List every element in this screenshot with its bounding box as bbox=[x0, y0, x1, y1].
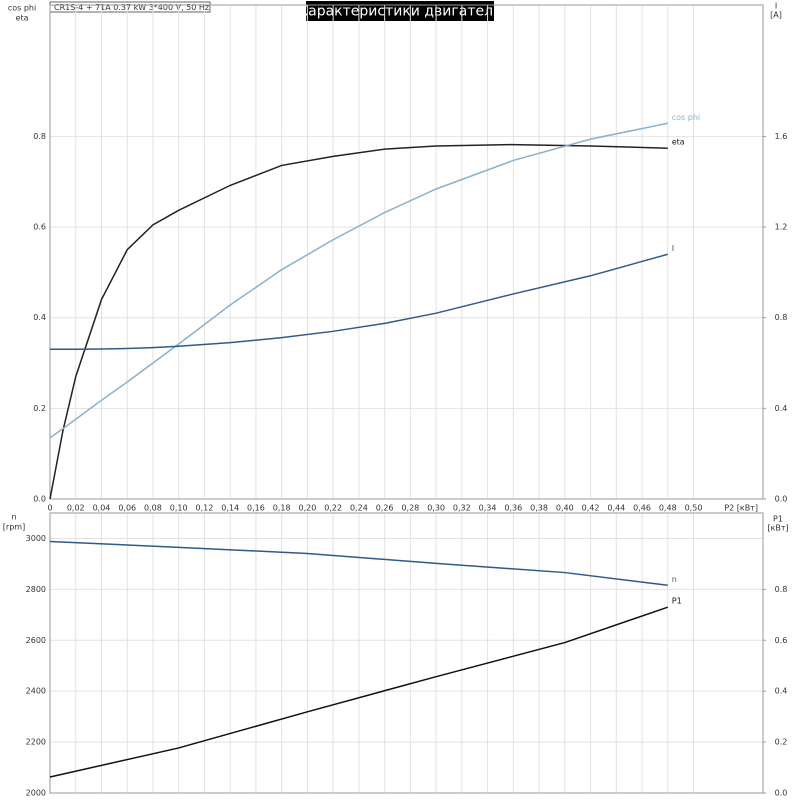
series-line bbox=[50, 253, 668, 350]
y-axis-label: eta bbox=[16, 14, 29, 23]
series-line bbox=[49, 606, 669, 778]
x-tick-label: 0,50 bbox=[685, 504, 703, 513]
series-line bbox=[49, 122, 668, 439]
header: CR1S-4 + 71A 0.37 kW 3*400 V, 50 Hz bbox=[54, 3, 209, 12]
y-tick-label: 2400 bbox=[26, 687, 46, 696]
x-tick-label: 0,18 bbox=[273, 504, 291, 513]
y-tick-label: 0.4 bbox=[33, 313, 46, 322]
x-tick-label: 0,48 bbox=[659, 504, 677, 513]
x-tick-label: 0,24 bbox=[350, 504, 368, 513]
chart-title: Характеристики двигателя bbox=[299, 4, 502, 20]
x-tick-label: 0,12 bbox=[196, 504, 214, 513]
y-tick-label: 0.6 bbox=[33, 223, 46, 232]
y2-tick-label: 0.0 bbox=[775, 789, 788, 798]
series-label: cos phi bbox=[672, 113, 700, 122]
series-label: n bbox=[672, 575, 677, 584]
x-tick-label: 0,10 bbox=[170, 504, 188, 513]
plot-frame bbox=[49, 4, 764, 500]
y-tick-label: 2600 bbox=[26, 636, 46, 645]
x-tick-label: 0,20 bbox=[298, 504, 316, 513]
y2-tick-label: 0.0 bbox=[775, 495, 788, 504]
y-tick-label: 2800 bbox=[26, 585, 46, 594]
y-tick-label: 2000 bbox=[26, 789, 46, 798]
y2-tick-label: 0.6 bbox=[775, 636, 788, 645]
x-axis-label: P2 [кВт] bbox=[724, 504, 758, 513]
y2-tick-label: 0.4 bbox=[775, 404, 788, 413]
y-tick-label: 2200 bbox=[26, 738, 46, 747]
y-tick-label: 3000 bbox=[26, 534, 46, 543]
x-tick-label: 0,08 bbox=[144, 504, 162, 513]
y2-axis-label: [A] bbox=[770, 11, 782, 20]
x-tick-label: 0,16 bbox=[247, 504, 265, 513]
x-tick-label: 0,32 bbox=[453, 504, 471, 513]
x-tick-label: 0,22 bbox=[324, 504, 342, 513]
y-axis-label: cos phi bbox=[8, 4, 36, 13]
series-label: P1 bbox=[672, 597, 682, 606]
y-tick-label: 0.2 bbox=[33, 404, 46, 413]
y-tick-label: 0.8 bbox=[33, 132, 46, 141]
x-tick-label: 0,04 bbox=[93, 504, 111, 513]
series-line bbox=[49, 540, 668, 587]
x-tick-label: 0,44 bbox=[607, 504, 625, 513]
y2-tick-label: 0.8 bbox=[775, 585, 788, 594]
y2-tick-label: 0.4 bbox=[775, 687, 788, 696]
x-tick-label: 0,02 bbox=[67, 504, 85, 513]
y2-axis-label: I bbox=[775, 2, 777, 11]
x-tick-label: 0,46 bbox=[633, 504, 651, 513]
y2-axis-label: [кВт] bbox=[767, 524, 788, 533]
x-tick-label: 0,36 bbox=[504, 504, 522, 513]
y2-tick-label: 1.2 bbox=[775, 223, 788, 232]
x-tick-label: 0,30 bbox=[427, 504, 445, 513]
y2-axis-label: P1 bbox=[773, 515, 783, 524]
x-tick-label: 0,42 bbox=[582, 504, 600, 513]
x-tick-label: 0,14 bbox=[221, 504, 239, 513]
x-tick-label: 0,26 bbox=[376, 504, 394, 513]
y2-tick-label: 1.6 bbox=[775, 132, 788, 141]
y-axis-label: n bbox=[11, 513, 16, 522]
x-tick-label: 0 bbox=[47, 504, 52, 513]
x-tick-label: 0,34 bbox=[479, 504, 497, 513]
y-tick-label: 0.0 bbox=[33, 495, 46, 504]
x-tick-label: 0,40 bbox=[556, 504, 574, 513]
y-axis-label: [rpm] bbox=[3, 523, 25, 532]
title-box bbox=[306, 1, 494, 21]
y2-tick-label: 0.2 bbox=[775, 738, 788, 747]
series-line bbox=[49, 143, 668, 500]
plot-frame bbox=[49, 512, 764, 794]
x-tick-label: 0,28 bbox=[401, 504, 419, 513]
series-label: eta bbox=[672, 138, 685, 147]
x-tick-label: 0,38 bbox=[530, 504, 548, 513]
y2-tick-label: 0.8 bbox=[775, 313, 788, 322]
x-tick-label: 0,06 bbox=[118, 504, 136, 513]
series-label: I bbox=[672, 244, 674, 253]
